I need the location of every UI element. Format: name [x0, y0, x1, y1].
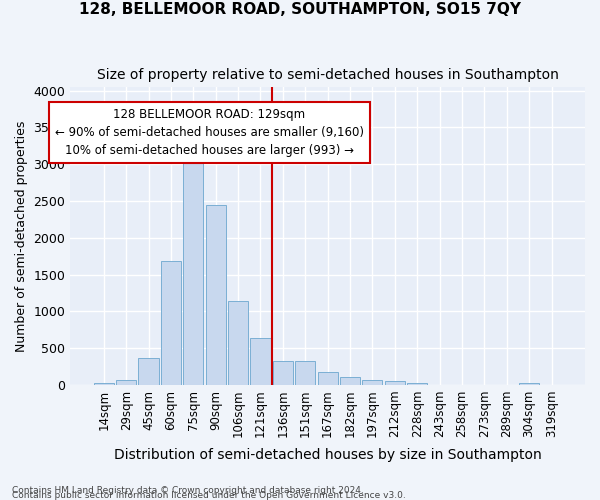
Text: Contains HM Land Registry data © Crown copyright and database right 2024.: Contains HM Land Registry data © Crown c…	[12, 486, 364, 495]
Bar	[206, 204, 226, 385]
Text: Contains public sector information licensed under the Open Government Licence v3: Contains public sector information licen…	[12, 491, 406, 500]
Bar	[317, 372, 338, 385]
Bar	[250, 338, 271, 385]
Bar	[116, 380, 136, 385]
Bar	[385, 381, 405, 385]
Bar	[183, 153, 203, 385]
Text: 128, BELLEMOOR ROAD, SOUTHAMPTON, SO15 7QY: 128, BELLEMOOR ROAD, SOUTHAMPTON, SO15 7…	[79, 2, 521, 18]
Bar	[362, 380, 382, 385]
Text: 128 BELLEMOOR ROAD: 129sqm
← 90% of semi-detached houses are smaller (9,160)
10%: 128 BELLEMOOR ROAD: 129sqm ← 90% of semi…	[55, 108, 364, 156]
Bar	[139, 358, 158, 385]
Bar	[273, 360, 293, 385]
Y-axis label: Number of semi-detached properties: Number of semi-detached properties	[15, 120, 28, 352]
Bar	[94, 383, 114, 385]
Title: Size of property relative to semi-detached houses in Southampton: Size of property relative to semi-detach…	[97, 68, 559, 82]
Bar	[161, 262, 181, 385]
Bar	[228, 301, 248, 385]
Bar	[340, 377, 360, 385]
X-axis label: Distribution of semi-detached houses by size in Southampton: Distribution of semi-detached houses by …	[114, 448, 542, 462]
Bar	[407, 382, 427, 385]
Bar	[295, 360, 316, 385]
Bar	[519, 382, 539, 385]
